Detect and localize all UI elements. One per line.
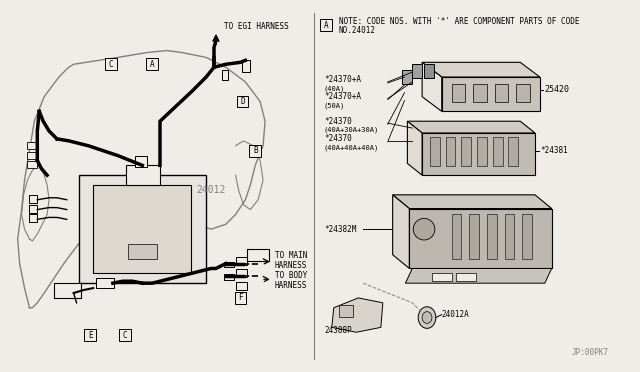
Polygon shape — [422, 62, 442, 111]
Bar — [29, 215, 37, 222]
Bar — [477, 137, 487, 166]
Bar — [522, 215, 532, 259]
Polygon shape — [422, 133, 535, 175]
Bar — [504, 215, 515, 259]
Text: 24012A: 24012A — [442, 310, 470, 319]
Text: (40A+40A+40A): (40A+40A+40A) — [324, 144, 379, 151]
Ellipse shape — [130, 215, 155, 234]
Polygon shape — [408, 121, 535, 133]
Text: NO.24012: NO.24012 — [339, 26, 376, 35]
Text: (40A): (40A) — [324, 86, 345, 92]
Bar — [432, 273, 452, 281]
Bar — [403, 70, 412, 84]
Bar — [456, 273, 476, 281]
Bar — [469, 215, 479, 259]
Text: TO EGI HARNESS: TO EGI HARNESS — [224, 22, 289, 32]
Text: JP:00PK7: JP:00PK7 — [572, 348, 609, 357]
Bar — [495, 84, 509, 102]
Bar — [493, 137, 502, 166]
Text: A: A — [150, 60, 154, 69]
Bar — [452, 215, 461, 259]
Bar — [93, 185, 191, 273]
Text: *24370+A: *24370+A — [324, 76, 361, 84]
Bar — [430, 137, 440, 166]
Text: C: C — [109, 60, 113, 69]
Bar — [320, 19, 332, 31]
Text: TO MAIN
HARNESS: TO MAIN HARNESS — [275, 251, 307, 270]
Bar — [224, 262, 234, 267]
Bar — [28, 142, 37, 149]
Text: B: B — [253, 146, 257, 155]
Bar — [452, 84, 465, 102]
Text: (40A+30A+30A): (40A+30A+30A) — [324, 127, 379, 133]
Bar — [96, 278, 114, 288]
Bar — [243, 60, 250, 72]
Bar — [487, 215, 497, 259]
Bar — [236, 282, 248, 290]
Text: *24381: *24381 — [540, 146, 568, 155]
Bar — [125, 166, 160, 185]
Text: C: C — [122, 331, 127, 340]
Polygon shape — [393, 195, 410, 269]
Bar — [84, 329, 96, 341]
Polygon shape — [442, 77, 540, 111]
Text: 24012: 24012 — [196, 185, 226, 195]
Bar — [28, 152, 37, 158]
Text: 25420: 25420 — [545, 85, 570, 94]
Text: A: A — [324, 20, 328, 29]
Bar — [54, 283, 81, 298]
Text: 24388P: 24388P — [324, 326, 352, 335]
Polygon shape — [405, 269, 552, 283]
Bar — [105, 58, 117, 70]
Polygon shape — [408, 121, 422, 175]
Bar — [445, 137, 456, 166]
Ellipse shape — [413, 218, 435, 240]
Text: *24370: *24370 — [324, 134, 352, 143]
Bar — [136, 155, 147, 167]
Bar — [516, 84, 530, 102]
Bar — [509, 137, 518, 166]
Text: (50A): (50A) — [324, 102, 345, 109]
Text: *24370+A: *24370+A — [324, 92, 361, 101]
Bar — [473, 84, 487, 102]
Polygon shape — [393, 195, 552, 209]
Bar — [147, 58, 158, 70]
Bar — [29, 205, 37, 212]
Text: F: F — [238, 294, 243, 302]
Ellipse shape — [418, 307, 436, 328]
Bar — [224, 274, 234, 280]
Text: E: E — [88, 331, 93, 340]
Ellipse shape — [118, 209, 167, 249]
Bar — [424, 64, 434, 78]
Polygon shape — [422, 62, 540, 77]
Polygon shape — [410, 209, 552, 269]
Text: *24382M: *24382M — [324, 225, 356, 234]
Bar — [119, 329, 131, 341]
Bar — [237, 96, 248, 108]
Ellipse shape — [422, 312, 432, 323]
Text: TO BODY
HARNESS: TO BODY HARNESS — [275, 270, 307, 290]
Bar — [461, 137, 471, 166]
Bar — [250, 145, 261, 157]
Bar — [28, 161, 37, 169]
Bar — [236, 269, 248, 277]
Bar — [222, 70, 228, 80]
Text: NOTE: CODE NOS. WITH '*' ARE COMPONENT PARTS OF CODE: NOTE: CODE NOS. WITH '*' ARE COMPONENT P… — [339, 17, 579, 26]
Text: D: D — [240, 97, 244, 106]
Bar — [29, 195, 37, 203]
Bar — [127, 244, 157, 259]
Bar — [248, 249, 269, 261]
Bar — [339, 305, 353, 317]
Polygon shape — [332, 298, 383, 332]
Bar — [79, 175, 206, 283]
Bar — [236, 257, 248, 264]
Bar — [412, 64, 422, 78]
Bar — [235, 292, 246, 304]
Text: *24370: *24370 — [324, 117, 352, 126]
